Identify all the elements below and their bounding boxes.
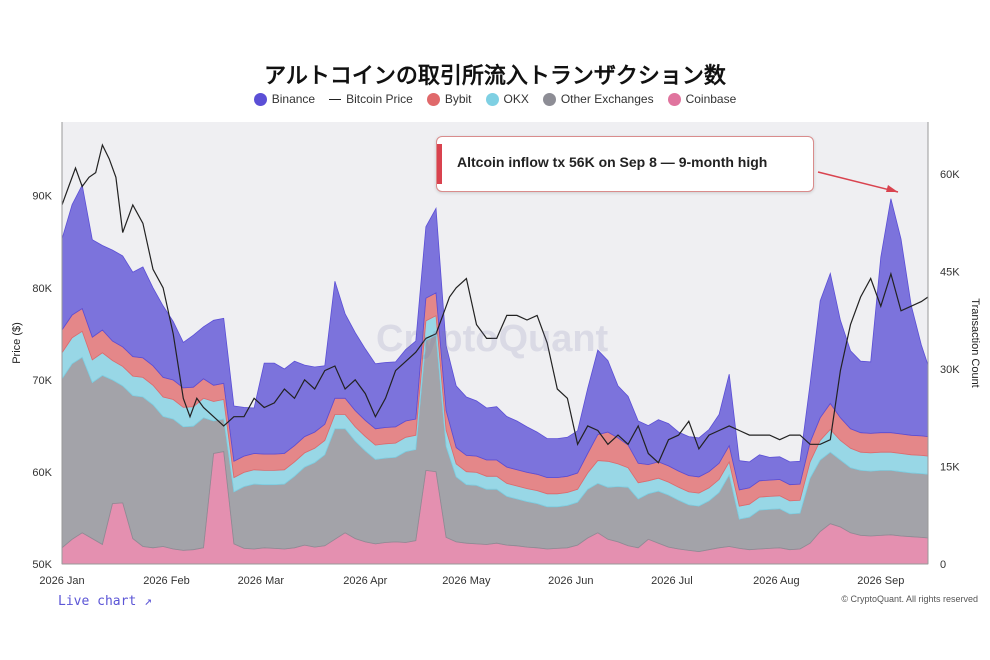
annotation-text: Altcoin inflow tx 56K on Sep 8 — 9-month… bbox=[457, 154, 768, 170]
x-tick-label: 2026 Mar bbox=[238, 575, 285, 587]
live-chart-link[interactable]: Live chart ↗ bbox=[58, 594, 152, 609]
legend-item-coinbase[interactable]: Coinbase bbox=[667, 92, 737, 106]
x-tick-label: 2026 Apr bbox=[343, 575, 387, 587]
price-line-group bbox=[61, 143, 929, 464]
binance-swatch bbox=[253, 92, 267, 106]
y-left-tick-label: 90K bbox=[32, 191, 52, 203]
legend-label: Bybit bbox=[444, 92, 472, 106]
watermark: CryptoQuant bbox=[376, 318, 609, 360]
legend-item-other-exchanges[interactable]: Other Exchanges bbox=[542, 92, 654, 106]
right-axis-title: Transaction Count bbox=[969, 298, 981, 387]
bybit-swatch bbox=[426, 92, 440, 106]
x-tick-label: 2026 Jul bbox=[651, 575, 693, 587]
y-right-tick-label: 45K bbox=[940, 267, 960, 279]
legend-item-bybit[interactable]: Bybit bbox=[426, 92, 472, 106]
legend-label: Binance bbox=[271, 92, 316, 106]
coinbase-swatch bbox=[667, 92, 681, 106]
y-right-tick-label: 15K bbox=[940, 462, 960, 474]
x-tick-label: 2026 Aug bbox=[753, 575, 800, 587]
legend-item-bitcoin-price[interactable]: Bitcoin Price bbox=[329, 92, 413, 106]
annotation-arrowhead bbox=[886, 185, 898, 192]
other-exchanges-swatch bbox=[542, 92, 556, 106]
y-left-tick-label: 70K bbox=[32, 375, 52, 387]
y-right-tick-label: 30K bbox=[940, 364, 960, 376]
chart-title: アルトコインの取引所流入トランザクション数 bbox=[264, 64, 726, 89]
legend-label: OKX bbox=[503, 92, 529, 106]
x-tick-label: 2026 Jan bbox=[39, 575, 84, 587]
axis-ticks: 50K 60K 70K 80K 90K 0 15K 30K 45K 60K 2026 Jan 2026… bbox=[32, 169, 960, 587]
x-tick-label: 2026 Jun bbox=[548, 575, 593, 587]
legend-label: Coinbase bbox=[685, 92, 737, 106]
legend-item-binance[interactable]: Binance bbox=[253, 92, 316, 106]
legend-label: Bitcoin Price bbox=[346, 92, 413, 106]
okx-swatch bbox=[485, 92, 499, 106]
y-left-tick-label: 60K bbox=[32, 467, 52, 479]
x-tick-label: 2026 May bbox=[442, 575, 491, 587]
bitcoin-price-swatch bbox=[329, 98, 342, 100]
annotation-accent bbox=[437, 144, 442, 184]
copyright: © CryptoQuant. All rights reserved bbox=[841, 594, 978, 604]
x-tick-label: 2026 Sep bbox=[857, 575, 904, 587]
x-tick-label: 2026 Feb bbox=[143, 575, 189, 587]
y-right-tick-label: 60K bbox=[940, 169, 960, 181]
y-left-tick-label: 80K bbox=[32, 283, 52, 295]
y-left-tick-label: 50K bbox=[32, 559, 52, 571]
bitcoin-price-line bbox=[61, 143, 929, 464]
annotation-arrow bbox=[817, 171, 899, 193]
legend-item-okx[interactable]: OKX bbox=[485, 92, 529, 106]
legend-label: Other Exchanges bbox=[560, 92, 654, 106]
annotation-box: Altcoin inflow tx 56K on Sep 8 — 9-month… bbox=[436, 136, 814, 192]
legend: Binance Bitcoin Price Bybit OKX Other Ex… bbox=[0, 92, 990, 106]
y-right-tick-label: 0 bbox=[940, 559, 946, 571]
left-axis-title: Price ($) bbox=[11, 322, 23, 364]
